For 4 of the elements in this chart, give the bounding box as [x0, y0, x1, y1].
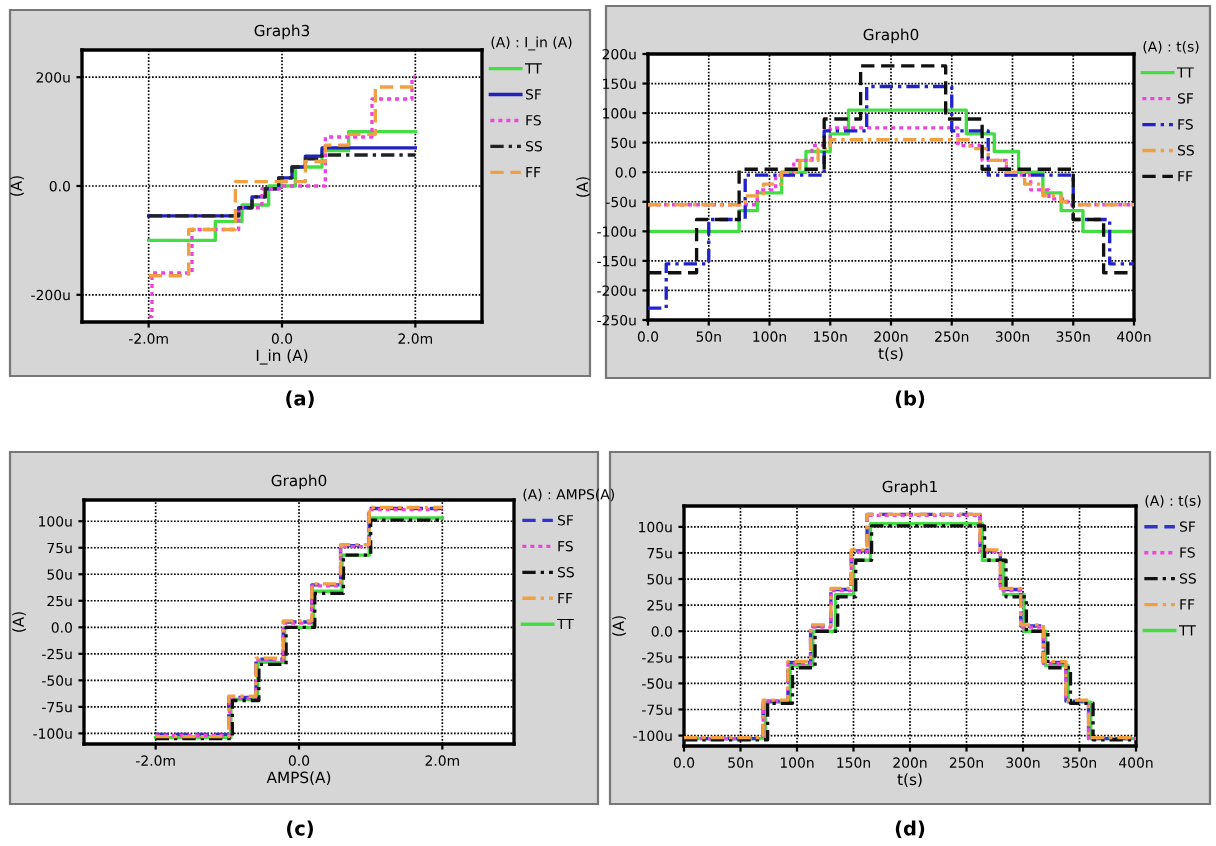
- text: (d): [895, 820, 925, 838]
- text: (b): [895, 390, 925, 408]
- text: (c): [287, 820, 313, 838]
- text: (a): [286, 390, 314, 408]
